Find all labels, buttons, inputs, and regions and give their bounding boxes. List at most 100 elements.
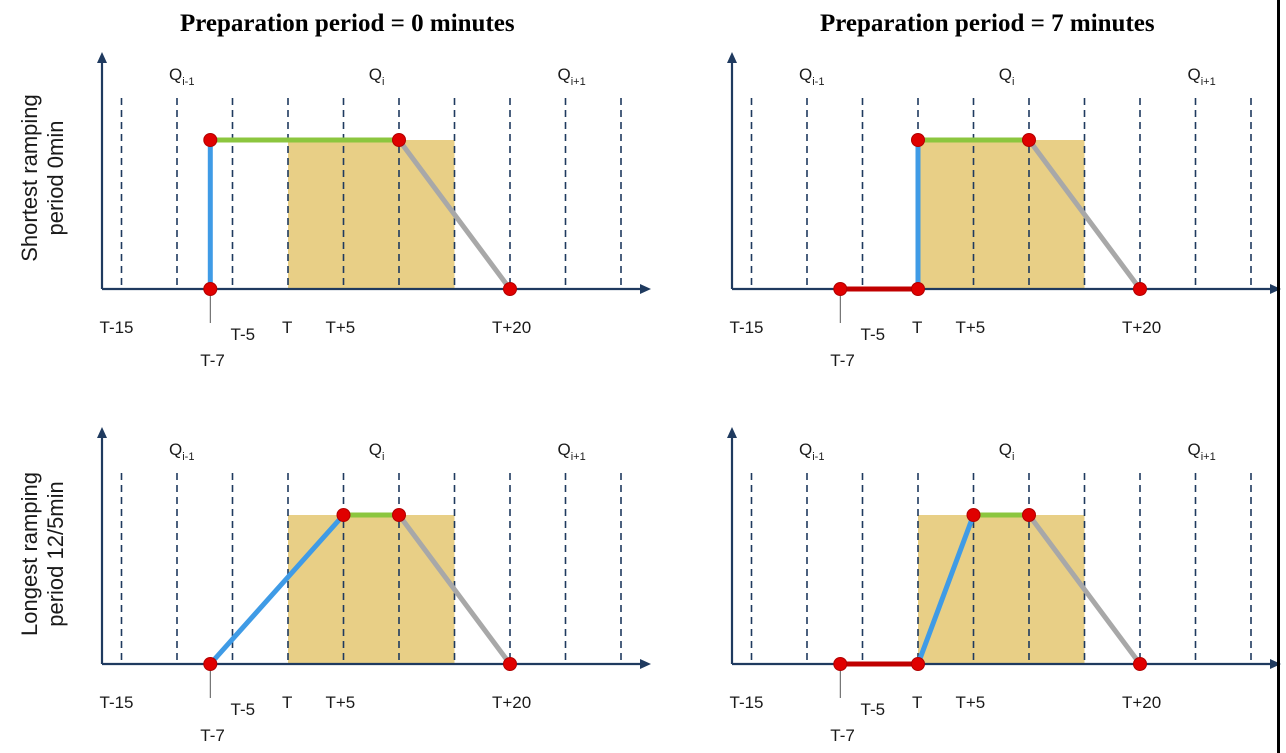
bottom-left-quarter-label: Qi+1 xyxy=(558,440,586,463)
panel-bottom-right-svg: Qi-1 Qi Qi+1 T-15 T-7 T-5 T T+5 T+20 xyxy=(727,427,1281,745)
bottom-right-delivery-block xyxy=(918,515,1085,664)
panel-top-right: Qi-1 Qi Qi+1 T-15 T-7 T-5 T T+5 T+20 xyxy=(725,50,1286,370)
bottom-right-tick-label-t: T xyxy=(912,693,922,712)
bottom-left-tick-label-t: T xyxy=(282,693,292,712)
top-left-quarter-label: Qi-1 xyxy=(169,65,194,88)
row-label-top: Shortest ramping period 0min xyxy=(17,73,69,283)
bottom-right-y-axis-arrow xyxy=(727,427,737,438)
bottom-right-point xyxy=(911,657,925,671)
top-left-quarter-label: Qi xyxy=(369,65,385,88)
top-left-point xyxy=(503,282,517,296)
bottom-right-tick-label-t-minus-5: T-5 xyxy=(861,700,886,719)
bottom-left-x-axis-arrow xyxy=(640,659,651,669)
column-title-left: Preparation period = 0 minutes xyxy=(180,10,515,37)
top-left-tick-label-t-minus-15: T-15 xyxy=(100,318,134,337)
bottom-right-tick-label-t-minus-15: T-15 xyxy=(730,693,764,712)
top-left-tick-label-t-plus-5: T+5 xyxy=(326,318,356,337)
bottom-right-quarter-label: Qi-1 xyxy=(799,440,824,463)
top-right-point xyxy=(911,282,925,296)
top-right-y-axis-arrow xyxy=(727,52,737,63)
bottom-left-point xyxy=(503,657,517,671)
bottom-left-quarter-label: Qi-1 xyxy=(169,440,194,463)
row-label-top-line1: Shortest ramping xyxy=(17,94,42,262)
panel-bottom-right: Qi-1 Qi Qi+1 T-15 T-7 T-5 T T+5 T+20 xyxy=(725,425,1286,745)
row-label-bottom-line1: Longest ramping xyxy=(17,472,42,636)
panel-top-left-svg: Qi-1 Qi Qi+1 T-15 T-7 T-5 T T+5 T+20 xyxy=(97,52,651,370)
top-right-point xyxy=(1133,282,1147,296)
bottom-left-y-axis-arrow xyxy=(97,427,107,438)
bottom-left-ramp-up-segment xyxy=(207,512,346,667)
top-right-delivery-block xyxy=(918,140,1085,289)
panel-top-left: Qi-1 Qi Qi+1 T-15 T-7 T-5 T T+5 T+20 xyxy=(95,50,685,370)
panel-top-right-svg: Qi-1 Qi Qi+1 T-15 T-7 T-5 T T+5 T+20 xyxy=(727,52,1281,370)
bottom-right-point xyxy=(966,508,981,522)
bottom-left-point xyxy=(203,657,218,671)
row-label-bottom-line2: period 12/5min xyxy=(43,481,68,627)
top-right-quarter-label-sub: i+1 xyxy=(1201,76,1216,88)
top-left-quarter-label-sub: i+1 xyxy=(571,76,586,88)
right-border xyxy=(1277,0,1280,753)
top-right-tick-label-t-minus-15: T-15 xyxy=(730,318,764,337)
bottom-right-tick-label-t-minus-7: T-7 xyxy=(830,726,855,745)
top-right-point xyxy=(833,282,848,296)
top-right-tick-label-t-minus-5: T-5 xyxy=(861,325,886,344)
top-left-tick-label-t-minus-5: T-5 xyxy=(231,325,256,344)
bottom-left-quarter-label-sub: i xyxy=(382,451,384,463)
top-left-quarter-label-sub: i-1 xyxy=(182,76,194,88)
bottom-left-delivery-block xyxy=(288,515,455,664)
bottom-right-point xyxy=(833,657,848,671)
top-right-point xyxy=(1022,133,1036,147)
top-left-y-axis-arrow xyxy=(97,52,107,63)
panel-bottom-left-svg: Qi-1 Qi Qi+1 T-15 T-7 T-5 T T+5 T+20 xyxy=(97,427,651,745)
top-left-quarter-label-sub: i xyxy=(382,76,384,88)
column-title-right: Preparation period = 7 minutes xyxy=(820,10,1155,37)
top-right-quarter-label-sub: i xyxy=(1012,76,1014,88)
top-right-point xyxy=(911,133,925,147)
row-label-top-line2: period 0min xyxy=(43,120,68,236)
bottom-right-tick-label-t-plus-20: T+20 xyxy=(1122,693,1161,712)
top-left-x-axis-arrow xyxy=(640,284,651,294)
bottom-left-tick-label-t-plus-20: T+20 xyxy=(492,693,531,712)
bottom-left-quarter-label-sub: i+1 xyxy=(571,451,586,463)
bottom-left-point xyxy=(392,508,406,522)
panel-bottom-left: Qi-1 Qi Qi+1 T-15 T-7 T-5 T T+5 T+20 xyxy=(95,425,685,745)
bottom-left-quarter-label: Qi xyxy=(369,440,385,463)
bottom-left-tick-label-t-minus-15: T-15 xyxy=(100,693,134,712)
top-left-point xyxy=(203,282,218,296)
bottom-right-ramp-up-segment xyxy=(915,512,976,667)
bottom-right-quarter-label-sub: i xyxy=(1012,451,1014,463)
bottom-right-point xyxy=(1133,657,1147,671)
top-right-tick-label-t-minus-7: T-7 xyxy=(830,351,855,370)
bottom-left-tick-label-t-plus-5: T+5 xyxy=(326,693,356,712)
bottom-left-quarter-label-sub: i-1 xyxy=(182,451,194,463)
top-left-quarter-label: Qi+1 xyxy=(558,65,586,88)
top-right-tick-label-t-plus-5: T+5 xyxy=(956,318,986,337)
bottom-right-quarter-label-sub: i+1 xyxy=(1201,451,1216,463)
bottom-right-x-axis-arrow xyxy=(1270,659,1281,669)
row-label-bottom: Longest ramping period 12/5min xyxy=(17,449,69,659)
bottom-left-ramp-down-segment xyxy=(396,512,513,667)
top-right-ramp-down-segment xyxy=(1026,137,1143,292)
bottom-left-tick-label-t-minus-7: T-7 xyxy=(200,726,225,745)
bottom-right-ramp-down-segment xyxy=(1026,512,1143,667)
bottom-left-point xyxy=(336,508,351,522)
top-right-tick-label-t-plus-20: T+20 xyxy=(1122,318,1161,337)
bottom-left-tick-label-t-minus-5: T-5 xyxy=(231,700,256,719)
top-right-quarter-label: Qi xyxy=(999,65,1015,88)
bottom-right-quarter-label: Qi xyxy=(999,440,1015,463)
top-right-quarter-label: Qi+1 xyxy=(1188,65,1216,88)
top-left-ramp-down-segment xyxy=(396,137,513,292)
top-left-point xyxy=(203,133,218,147)
top-left-tick-label-t: T xyxy=(282,318,292,337)
bottom-right-tick-label-t-plus-5: T+5 xyxy=(956,693,986,712)
top-right-quarter-label: Qi-1 xyxy=(799,65,824,88)
top-left-point xyxy=(392,133,406,147)
bottom-right-quarter-label-sub: i-1 xyxy=(812,451,824,463)
bottom-right-quarter-label: Qi+1 xyxy=(1188,440,1216,463)
top-left-tick-label-t-plus-20: T+20 xyxy=(492,318,531,337)
top-left-tick-label-t-minus-7: T-7 xyxy=(200,351,225,370)
top-right-tick-label-t: T xyxy=(912,318,922,337)
bottom-right-point xyxy=(1022,508,1036,522)
top-left-delivery-block xyxy=(288,140,455,289)
top-right-quarter-label-sub: i-1 xyxy=(812,76,824,88)
